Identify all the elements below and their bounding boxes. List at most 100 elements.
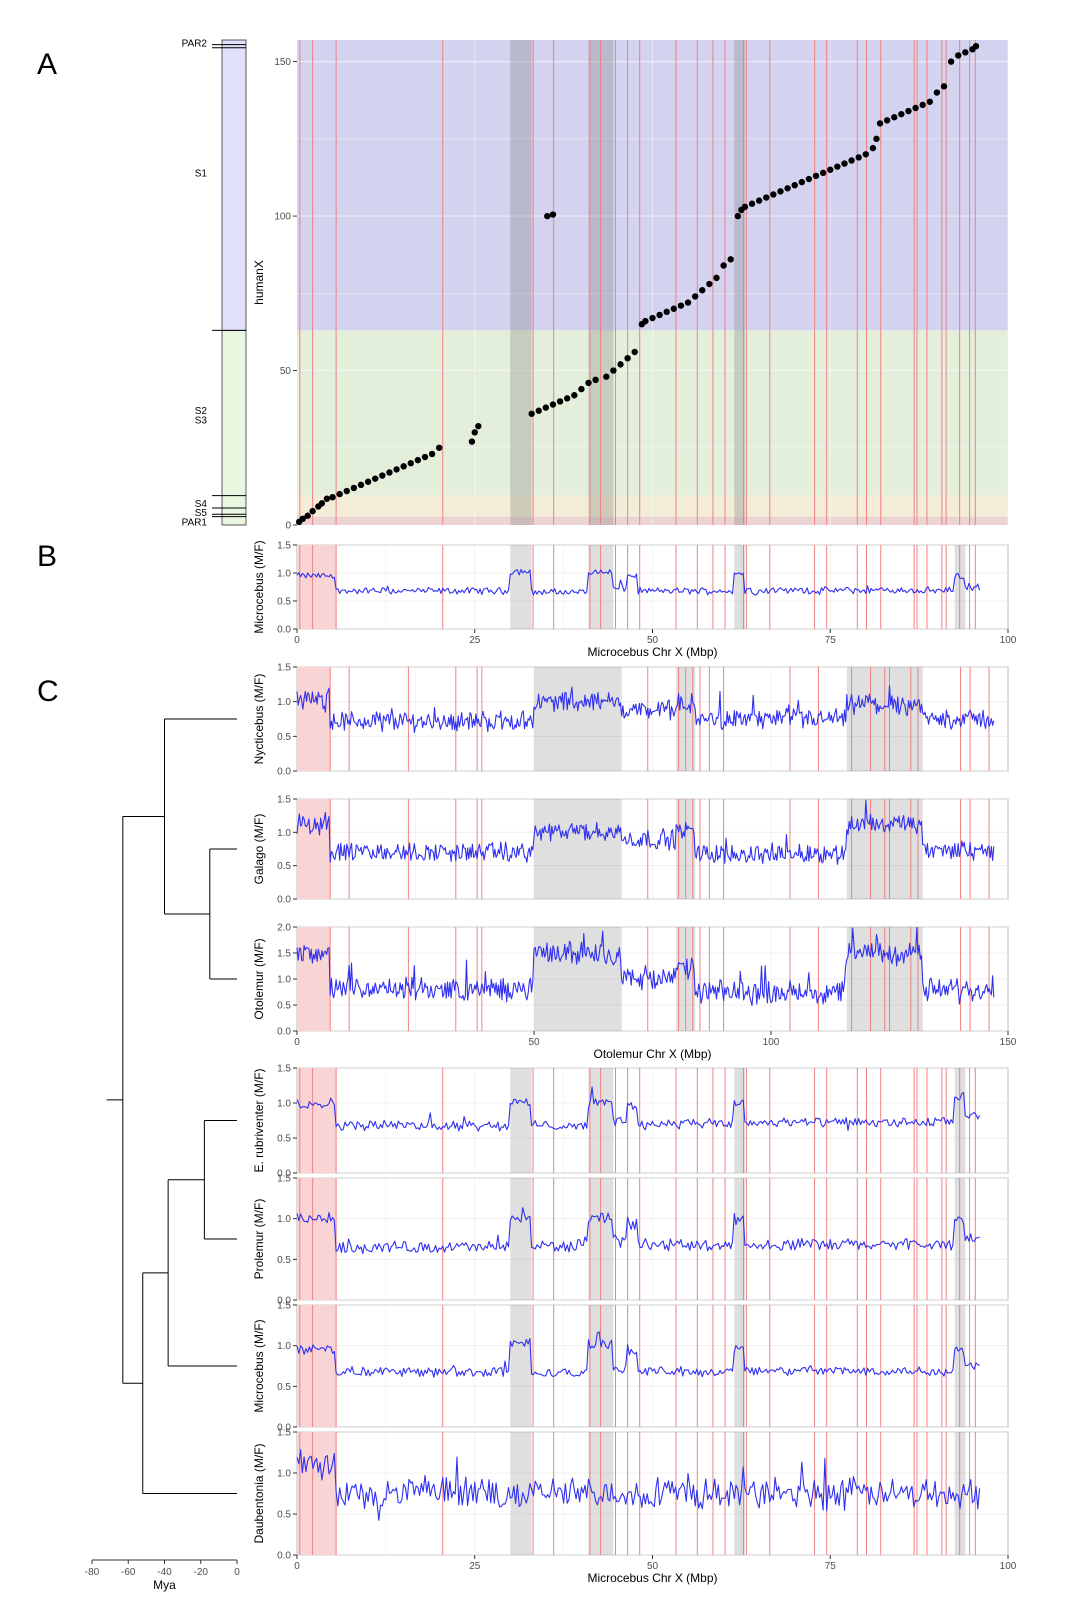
c5-y-axis-label: Prolemur (M/F) [252,1199,266,1280]
c7-y-tick-label: 0.5 [277,1510,291,1521]
a-point [610,367,617,374]
a-point [563,395,571,402]
a-point [343,487,350,495]
a-point [955,52,962,59]
tree-x-tick-label: 0 [234,1567,240,1578]
a-point [699,287,706,294]
c7-x-axis-label: Microcebus Chr X (Mbp) [587,1571,717,1585]
a-point [336,490,343,498]
a-point [720,262,727,269]
c1-y-tick-label: 1.0 [277,697,291,708]
c7-x-tick-label: 50 [647,1561,659,1572]
a-point [309,507,316,515]
panel-label-c: C [37,675,59,708]
c3-x-axis-label: Otolemur Chr X (Mbp) [593,1047,711,1061]
tree-x-tick-label: -40 [157,1567,172,1578]
a-point [304,512,311,519]
b-x-tick-label: 50 [647,635,659,646]
a-point [468,438,476,445]
c4-red-region [297,1068,337,1173]
c7-gray-region [510,1432,532,1555]
a-point [869,144,877,152]
c3-y-tick-label: 0.5 [277,1001,291,1012]
a-point [855,154,862,161]
panel-label-b: B [37,540,58,573]
a-point [549,211,557,218]
a-point [798,178,806,186]
c6-y-tick-label: 1.0 [277,1341,291,1352]
b-y-tick-label: 0.5 [277,597,291,608]
c4-y-tick-label: 0.0 [277,1169,291,1180]
c4-gray-region [510,1068,532,1173]
a-point [691,293,699,300]
a-point [848,157,855,164]
strata-label: S5 [195,508,208,519]
a-point [741,203,749,211]
c2-y-tick-label: 0.5 [277,861,291,872]
c7-gray-region [734,1432,745,1555]
panel-label-a: A [37,48,58,81]
b-x-axis-label: Microcebus Chr X (Mbp) [587,645,717,659]
a-point [475,422,482,430]
a-point [940,83,948,90]
a-point [323,495,331,502]
a-point [898,110,905,118]
a-point [414,456,422,464]
strata-label: S4 [195,499,208,510]
b-x-tick-label: 0 [294,635,300,646]
strata-label: PAR1 [182,517,208,528]
a-point [350,484,358,492]
a-point [649,314,656,322]
b-y-tick-label: 0.0 [277,625,291,636]
a-point [777,188,784,195]
c7-y-tick-label: 1.5 [277,1428,291,1439]
c1-series-line [296,685,995,734]
a-point [770,191,777,198]
a-y-tick-label: 0 [285,521,291,532]
c5-series-line [296,1207,980,1255]
c7-x-tick-label: 25 [469,1561,481,1572]
a-point [784,185,791,192]
a-point [542,404,550,411]
c5-y-tick-label: 1.5 [277,1174,291,1185]
c3-x-tick-label: 100 [763,1037,780,1048]
c3-y-tick-label: 0.0 [277,1027,291,1038]
b-y-axis-label: Microcebus (M/F) [252,540,266,633]
a-point [748,200,756,207]
a-point [549,401,557,408]
a-point [905,107,912,115]
c6-y-axis-label: Microcebus (M/F) [252,1319,266,1412]
c5-y-tick-label: 1.0 [277,1214,291,1225]
c6-gray-region [510,1305,532,1427]
c4-y-axis-label: E. rubriventer (M/F) [252,1068,266,1172]
a-point [556,398,564,405]
c1-y-tick-label: 0.5 [277,732,291,743]
a-point [819,169,827,177]
a-point [972,42,980,50]
a-point [763,194,770,201]
c5-y-tick-label: 0.0 [277,1296,291,1307]
a-point [827,166,834,173]
a-point [642,317,649,325]
a-point [364,478,372,485]
a-point [372,475,379,482]
c6-y-tick-label: 1.5 [277,1301,291,1312]
a-y-tick-label: 100 [274,212,291,223]
c5-gray-region [734,1178,745,1300]
a-point [357,481,365,489]
a-point [299,515,306,523]
a-point [755,197,763,204]
c4-y-tick-label: 1.0 [277,1099,291,1110]
a-point [578,385,585,393]
a-point [883,117,891,124]
tree-x-tick-label: -60 [121,1567,136,1578]
a-point [318,500,326,507]
strata-label: PAR2 [182,39,208,50]
a-point [912,104,919,112]
strata-label: S2 [195,406,208,417]
c7-x-tick-label: 100 [1000,1561,1017,1572]
a-y-tick-label: 150 [274,57,291,68]
a-point [873,135,880,143]
a-point [926,98,933,105]
c1-red-region [297,667,331,771]
